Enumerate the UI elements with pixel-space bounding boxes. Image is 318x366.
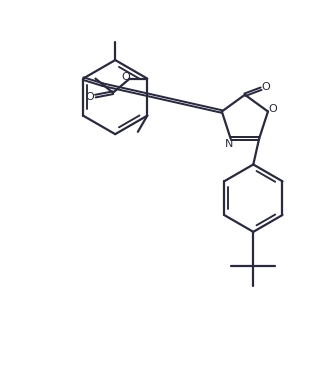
Text: O: O bbox=[85, 93, 94, 102]
Text: N: N bbox=[225, 139, 233, 149]
Text: O: O bbox=[269, 104, 277, 114]
Text: O: O bbox=[121, 72, 130, 82]
Text: O: O bbox=[262, 82, 271, 92]
